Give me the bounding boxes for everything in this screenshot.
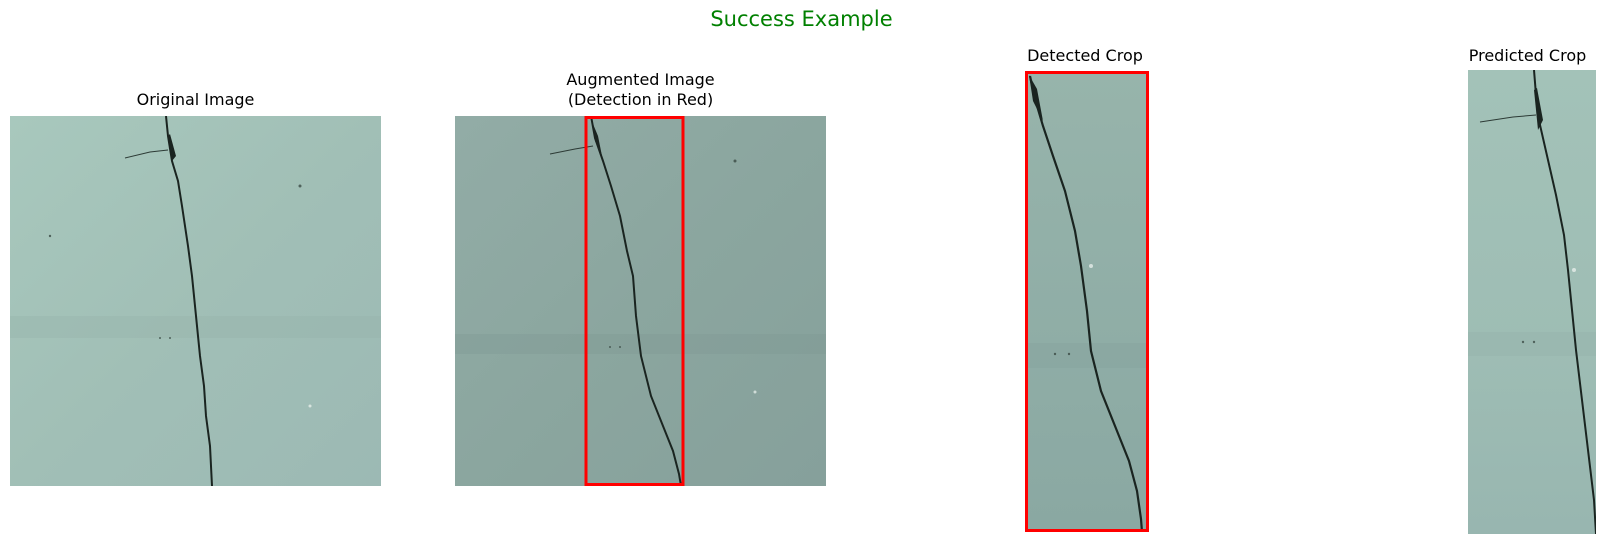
augmented-image (455, 116, 826, 486)
panel-title-augmented-line1: Augmented Image (566, 70, 715, 89)
predicted-crop-image (1468, 70, 1596, 534)
panel-title-original: Original Image (136, 90, 255, 109)
detected-crop-image (1025, 71, 1149, 532)
original-image (10, 116, 381, 486)
figure-title: Success Example (710, 7, 893, 31)
panel-title-predicted-crop: Predicted Crop (1468, 46, 1587, 65)
panel-title-augmented-line2: (Detection in Red) (567, 90, 714, 109)
detection-box (584, 116, 685, 486)
detected-crop-border (1025, 71, 1149, 532)
panel-title-detected-crop: Detected Crop (1027, 46, 1143, 65)
panel-title-augmented: Augmented Image (Detection in Red) (455, 70, 826, 110)
